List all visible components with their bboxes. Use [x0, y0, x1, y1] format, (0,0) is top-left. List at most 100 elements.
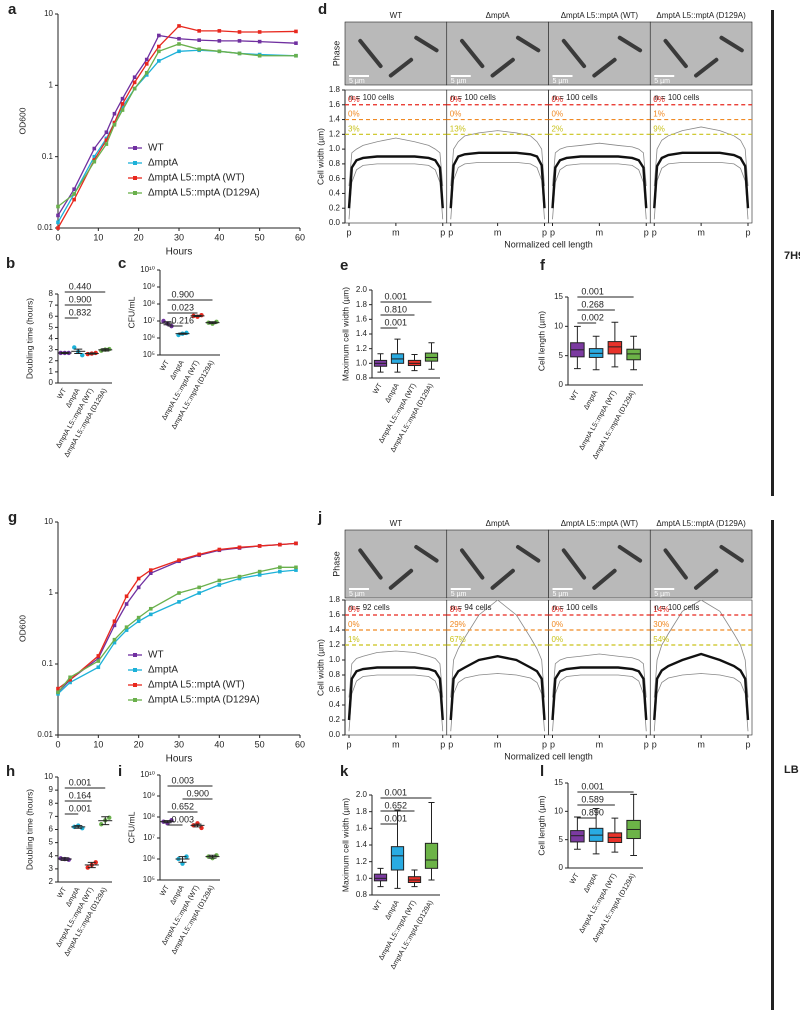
- p-value: 0.589: [581, 794, 604, 804]
- data-point: [217, 39, 222, 43]
- panel-letter: e: [340, 257, 348, 274]
- data-point: [56, 226, 60, 230]
- y-tick-label: 0: [559, 380, 564, 389]
- whisker-high: [394, 809, 401, 847]
- y-axis-label: Cell width (µm): [315, 639, 325, 696]
- percent-label: 8%: [450, 605, 462, 614]
- percent-label: 0%: [552, 95, 564, 104]
- p-value: 0.652: [172, 801, 195, 811]
- box: [607, 341, 623, 355]
- data-point: [56, 204, 60, 209]
- data-point: [56, 220, 60, 225]
- x-tick-label: WT: [569, 872, 581, 886]
- strain-title: WT: [390, 11, 403, 20]
- data-point: [96, 665, 101, 670]
- scale-bar-label: 5 µm: [654, 591, 670, 598]
- envelope-line: [348, 674, 444, 732]
- box: [373, 873, 388, 882]
- p-value: 0.002: [581, 312, 604, 322]
- scale-bar: [450, 75, 471, 77]
- percent-label: 54%: [653, 635, 669, 644]
- mean-profile: [449, 655, 546, 721]
- data-point: [72, 197, 76, 202]
- data-point: [197, 38, 201, 42]
- whisker-high: [630, 793, 637, 821]
- data-point: [112, 619, 117, 624]
- image-label: Phase: [331, 41, 341, 67]
- scale-bar-label: 5 µm: [654, 78, 670, 85]
- x-tick-label: 30: [174, 739, 184, 749]
- percent-label: 13%: [450, 124, 466, 133]
- y-tick-label: 1.2: [356, 857, 368, 866]
- panel-letter: c: [118, 255, 126, 272]
- x-tick-label: m: [596, 739, 604, 749]
- phase-image: [446, 21, 549, 86]
- x-tick-label: 20: [134, 232, 144, 242]
- data-point: [68, 675, 72, 680]
- percent-label: 0%: [552, 110, 564, 119]
- panel-letter: d: [318, 1, 327, 18]
- cell: [592, 568, 617, 590]
- data-point: [237, 576, 242, 581]
- whisker-high: [394, 338, 401, 354]
- p-value: 0.001: [385, 317, 408, 327]
- data-point: [132, 80, 137, 85]
- data-point: [217, 578, 222, 583]
- data-point: [124, 594, 129, 599]
- data-point: [124, 602, 129, 606]
- scale-bar-label: 5 µm: [349, 78, 365, 85]
- cell: [460, 38, 485, 69]
- data-point: [161, 318, 166, 324]
- y-tick-label: 3: [49, 345, 54, 354]
- cell: [414, 35, 439, 53]
- x-tick-label: WT: [569, 389, 581, 403]
- data-point: [217, 49, 222, 54]
- data-point: [92, 146, 97, 151]
- mean-profile: [347, 666, 444, 721]
- strain-title: ΔmptA L5::mptA (WT): [561, 11, 639, 20]
- cell: [719, 35, 744, 53]
- envelope-line: [552, 142, 647, 187]
- whisker-high: [377, 353, 384, 361]
- data-point: [92, 154, 97, 159]
- whisker-low: [377, 366, 384, 373]
- data-point: [148, 568, 153, 572]
- envelope-line: [552, 163, 647, 220]
- scale-bar: [349, 588, 369, 590]
- strain-title: ΔmptA L5::mptA (D129A): [656, 519, 746, 528]
- cell: [388, 568, 414, 590]
- data-point: [237, 574, 242, 579]
- n-label: n = 100 cells: [654, 93, 699, 102]
- data-point: [237, 545, 242, 550]
- y-tick-label: 0.8: [329, 159, 341, 168]
- x-tick-label: WT: [57, 387, 69, 401]
- side-label: LB: [784, 764, 799, 776]
- whisker-high: [574, 325, 581, 343]
- y-tick-label: 10⁵: [143, 350, 155, 359]
- data-point: [136, 619, 141, 624]
- x-tick-label: WT: [159, 884, 171, 898]
- error-bar: [101, 816, 110, 826]
- y-tick-label: 1.8: [356, 807, 368, 816]
- percent-label: 0%: [552, 620, 564, 629]
- y-tick-label: 0.6: [329, 685, 341, 694]
- data-point: [177, 600, 181, 604]
- legend-marker: [133, 683, 137, 687]
- y-tick-label: 6: [49, 825, 54, 834]
- data-point: [197, 591, 201, 595]
- scale-bar: [654, 75, 675, 77]
- data-point: [56, 686, 60, 691]
- data-point: [294, 53, 298, 58]
- data-point: [104, 142, 109, 146]
- data-point: [104, 138, 109, 143]
- y-tick-label: 0.0: [329, 730, 341, 739]
- y-axis-label: Doubling time (hours): [24, 298, 34, 379]
- data-point: [257, 573, 262, 577]
- p-value: 0.164: [69, 790, 92, 800]
- legend-label: ΔmptA L5::mptA (WT): [148, 173, 245, 184]
- whisker-high: [411, 354, 418, 361]
- data-point: [177, 24, 181, 28]
- x-tick-label: WT: [159, 359, 171, 373]
- y-tick-label: 10⁷: [143, 833, 155, 842]
